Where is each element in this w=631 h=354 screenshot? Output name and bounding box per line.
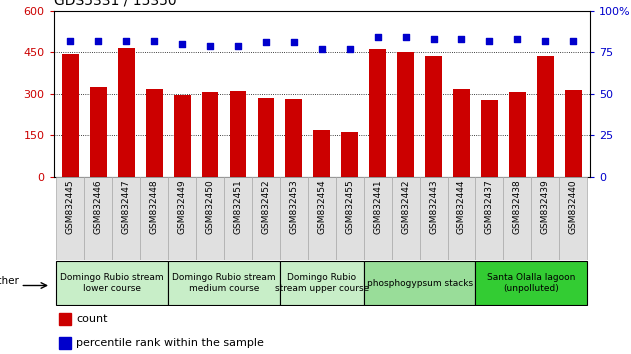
Bar [420,177,447,260]
Point [456,36,466,42]
Bar [174,95,191,177]
Text: GSM832455: GSM832455 [345,179,354,234]
Bar [475,261,587,305]
Text: GSM832445: GSM832445 [66,179,75,234]
Bar [481,100,498,177]
Point [428,36,439,42]
Point [261,39,271,45]
Bar [230,91,246,177]
Bar [224,177,252,260]
Bar [90,87,107,177]
Bar [341,132,358,177]
Bar [168,261,280,305]
Bar [202,92,218,177]
Bar [140,177,168,260]
Point [540,38,550,44]
Point [121,38,131,44]
Bar [146,89,163,177]
Bar [398,52,414,177]
Bar [559,177,587,260]
Point [485,38,495,44]
Bar [425,56,442,177]
Bar [531,177,559,260]
Point [373,34,383,40]
Bar [56,261,168,305]
Bar [59,313,71,325]
Point [289,39,299,45]
Point [205,43,215,48]
Text: percentile rank within the sample: percentile rank within the sample [76,338,264,348]
Bar [285,98,302,177]
Bar [85,177,112,260]
Text: Domingo Rubio stream
lower course: Domingo Rubio stream lower course [61,274,164,293]
Text: GSM832442: GSM832442 [401,179,410,234]
Bar [59,337,71,349]
Bar [509,92,526,177]
Text: GSM832440: GSM832440 [569,179,578,234]
Point [317,46,327,52]
Text: GSM832437: GSM832437 [485,179,494,234]
Point [401,34,411,40]
Text: GDS5331 / 15350: GDS5331 / 15350 [54,0,176,7]
Bar [336,177,363,260]
Text: phosphogypsum stacks: phosphogypsum stacks [367,279,473,288]
Text: GSM832450: GSM832450 [206,179,215,234]
Text: count: count [76,314,108,324]
Text: GSM832453: GSM832453 [290,179,298,234]
Point [233,43,243,48]
Text: GSM832444: GSM832444 [457,179,466,234]
Text: other: other [0,276,19,286]
Bar [363,261,475,305]
Text: GSM832452: GSM832452 [261,179,271,234]
Bar [118,48,134,177]
Text: Domingo Rubio stream
medium course: Domingo Rubio stream medium course [172,274,276,293]
Bar [314,130,330,177]
Bar [62,53,79,177]
Bar [308,177,336,260]
Text: GSM832443: GSM832443 [429,179,438,234]
Text: GSM832447: GSM832447 [122,179,131,234]
Text: GSM832441: GSM832441 [373,179,382,234]
Bar [447,177,475,260]
Text: GSM832454: GSM832454 [317,179,326,234]
Bar [280,261,363,305]
Text: GSM832448: GSM832448 [150,179,159,234]
Bar [537,56,553,177]
Bar [453,89,470,177]
Point [177,41,187,47]
Text: GSM832439: GSM832439 [541,179,550,234]
Point [512,36,522,42]
Point [66,38,76,44]
Text: GSM832451: GSM832451 [233,179,242,234]
Bar [196,177,224,260]
Bar [56,177,85,260]
Bar [475,177,504,260]
Bar [369,49,386,177]
Text: GSM832449: GSM832449 [178,179,187,234]
Text: GSM832446: GSM832446 [94,179,103,234]
Point [568,38,578,44]
Bar [112,177,140,260]
Bar [280,177,308,260]
Bar [168,177,196,260]
Bar [565,91,582,177]
Text: GSM832438: GSM832438 [513,179,522,234]
Bar [257,98,274,177]
Point [93,38,103,44]
Text: Domingo Rubio
stream upper course: Domingo Rubio stream upper course [274,274,369,293]
Text: Santa Olalla lagoon
(unpolluted): Santa Olalla lagoon (unpolluted) [487,274,575,293]
Bar [392,177,420,260]
Bar [363,177,392,260]
Point [149,38,159,44]
Bar [504,177,531,260]
Bar [252,177,280,260]
Point [345,46,355,52]
